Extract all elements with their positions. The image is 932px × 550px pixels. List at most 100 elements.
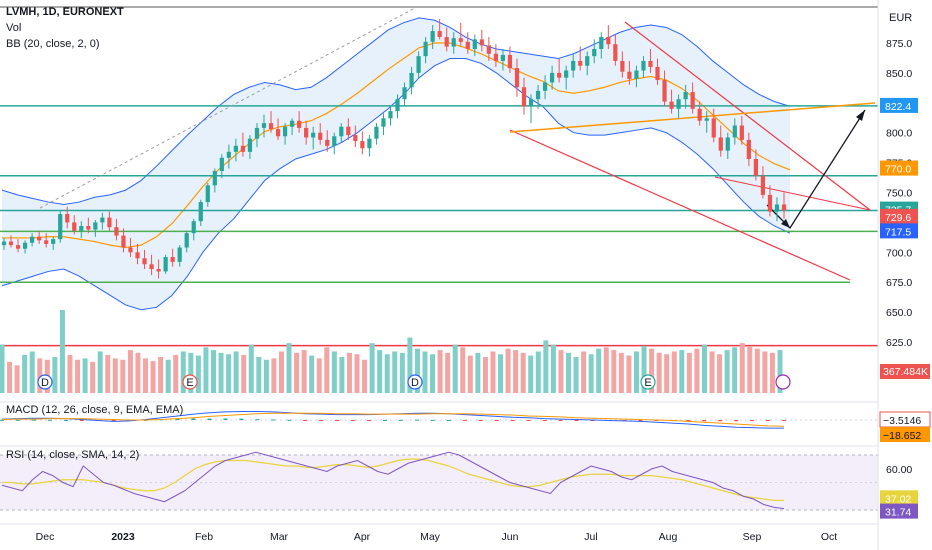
event-marker-label: D	[411, 377, 419, 389]
candle-body	[697, 108, 702, 121]
candle-body	[599, 37, 604, 49]
volume-bar	[173, 354, 179, 393]
macd-histogram-bar	[351, 420, 356, 421]
macd-histogram-bar	[111, 420, 116, 421]
macd-histogram-bar	[558, 420, 563, 421]
candle-body	[346, 126, 351, 136]
price-tag-box	[880, 97, 918, 113]
volume-bar	[528, 355, 534, 393]
candle-body	[409, 72, 414, 88]
price-tick-label: 650.0	[886, 307, 912, 319]
candle-body	[739, 125, 744, 140]
candle-body	[514, 68, 520, 88]
time-tick-label: 2023	[111, 531, 135, 543]
candle-body	[51, 239, 56, 244]
macd-legend: MACD (12, 26, close, 9, EMA, EMA)	[6, 404, 183, 416]
time-tick-label: Aug	[659, 531, 678, 543]
candle-body	[781, 204, 787, 211]
volume-bar	[218, 352, 224, 393]
macd-histogram-bar	[510, 420, 515, 421]
volume-bar	[414, 348, 420, 393]
candle-body	[683, 92, 688, 100]
candle-body	[170, 257, 175, 262]
candle-body	[774, 204, 780, 212]
volume-bar	[566, 352, 572, 393]
macd-histogram-bar	[766, 420, 771, 421]
rsi-tag-label: 37.02	[885, 493, 911, 505]
candle-body	[662, 80, 667, 102]
volume-bar	[256, 357, 262, 393]
volume-bar	[618, 352, 624, 393]
candle-body	[268, 123, 274, 130]
candle-body	[676, 99, 681, 109]
candles	[1, 19, 787, 279]
candle-body	[753, 159, 758, 176]
event-marker-circle	[640, 374, 656, 390]
volume-bar	[596, 348, 602, 393]
time-tick-label: Dec	[36, 531, 55, 543]
candle-body	[79, 225, 84, 231]
candle-body	[240, 145, 246, 152]
candle-body	[711, 118, 716, 138]
time-tick-label: Jun	[502, 531, 519, 543]
candle-body	[233, 145, 238, 152]
volume-bar	[641, 345, 647, 393]
symbol-legend: LVMH, 1D, EURONEXT	[6, 6, 124, 18]
price-tick-label: 850.0	[886, 68, 912, 80]
candle-body	[578, 60, 583, 66]
price-axis: 875.0850.0825.0800.0775.0750.0725.0700.0…	[877, 0, 932, 550]
rsi-tick-label: 60.00	[886, 464, 912, 476]
candle-body	[606, 37, 611, 45]
candle-body	[226, 151, 231, 158]
volume-bar	[694, 348, 700, 393]
bb-legend: BB (20, close, 2, 0)	[6, 38, 100, 50]
volume-bar	[739, 343, 745, 393]
volume-bar	[581, 351, 587, 393]
candle-body	[465, 41, 470, 49]
volume-bar	[14, 365, 20, 393]
candle-body	[444, 37, 449, 47]
volume-bar	[535, 351, 541, 393]
volume-bar	[301, 350, 307, 393]
candle-body	[627, 71, 632, 79]
volume-bar	[437, 350, 443, 393]
candle-body	[451, 38, 456, 47]
candle-body	[479, 39, 484, 46]
candle-body	[114, 227, 119, 236]
candle-body	[732, 125, 737, 138]
volume-bar	[558, 350, 564, 393]
volume-bar	[0, 344, 5, 393]
candle-body	[669, 101, 674, 109]
price-tag-box	[880, 223, 918, 239]
volume-bar	[195, 355, 201, 393]
volume-bar	[120, 359, 126, 393]
macd-histogram-bar	[175, 418, 180, 420]
arrow-head-down	[781, 219, 790, 228]
candle-body	[500, 54, 506, 61]
candle-body	[423, 41, 428, 57]
volume-bar	[498, 354, 504, 393]
volume-bar	[188, 352, 194, 393]
candle-body	[205, 185, 210, 203]
macd-pane	[0, 401, 932, 447]
volume-bar	[112, 358, 118, 393]
candle-body	[142, 258, 147, 265]
price-tick-label: 700.0	[886, 247, 912, 259]
volume-bar	[407, 337, 413, 393]
macd-histogram-bar	[79, 420, 84, 421]
candle-body	[542, 82, 548, 91]
volume-bar	[588, 354, 594, 393]
volume-bar	[143, 358, 149, 393]
event-marker-circle	[407, 374, 423, 390]
macd-histogram-bar	[414, 419, 419, 421]
macd-histogram-bar	[574, 420, 579, 421]
volume-bar	[611, 350, 617, 393]
candle-body	[535, 90, 541, 100]
candle-body	[458, 38, 463, 42]
volume-bar	[724, 350, 730, 393]
candle-body	[521, 87, 527, 107]
candle-body	[325, 139, 330, 146]
volume-bar	[180, 351, 186, 393]
volume-bar	[656, 352, 662, 393]
